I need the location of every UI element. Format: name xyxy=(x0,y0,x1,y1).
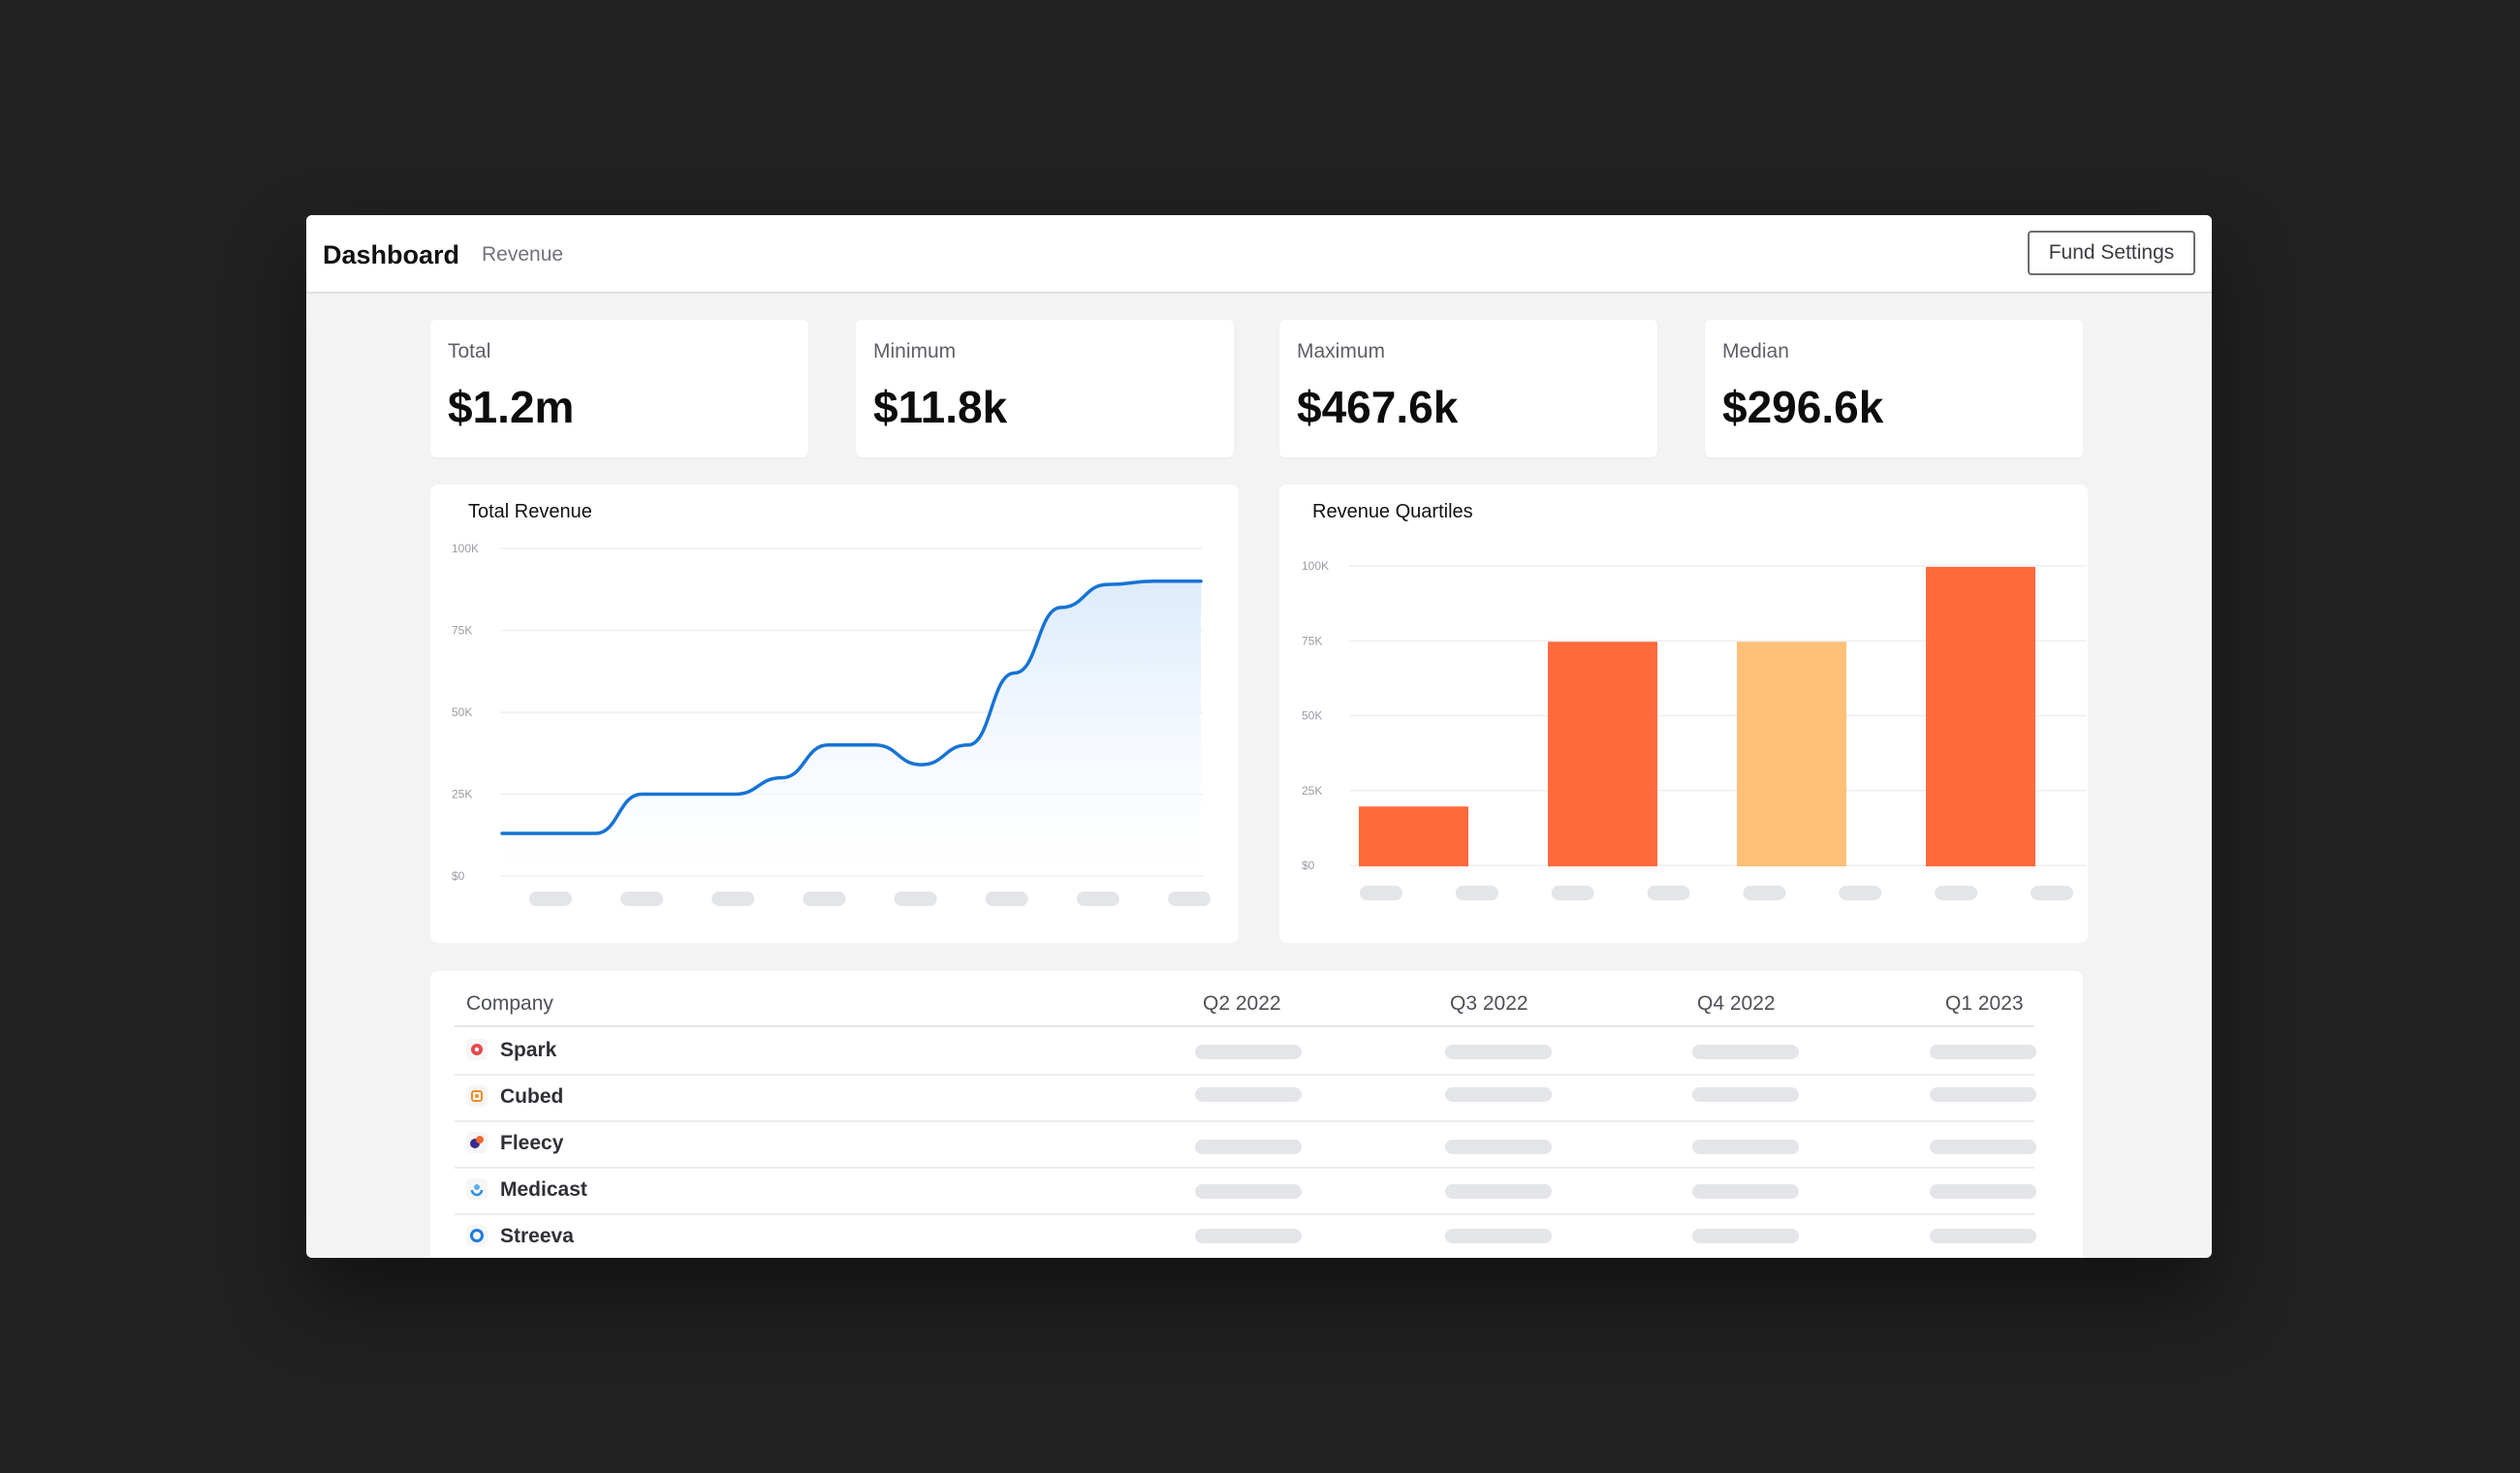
value-placeholder xyxy=(1195,1045,1302,1059)
company-name: Medicast xyxy=(500,1178,587,1201)
company-name: Cubed xyxy=(500,1085,564,1108)
stat-value: $1.2m xyxy=(448,382,575,432)
value-placeholder xyxy=(1445,1229,1552,1243)
column-header-q3-2022[interactable]: Q3 2022 xyxy=(1450,992,1528,1015)
x-tick-placeholder xyxy=(894,892,937,906)
stat-value: $11.8k xyxy=(873,382,1008,432)
value-placeholder xyxy=(1445,1184,1552,1199)
company-table: Company Q2 2022 Q3 2022 Q4 2022 Q1 2023 … xyxy=(430,971,2083,1258)
fleecy-logo-icon xyxy=(466,1132,488,1153)
y-tick-label: 50K xyxy=(1302,709,1322,723)
table-row[interactable]: Medicast xyxy=(455,1167,2036,1215)
stat-label: Median xyxy=(1722,340,1789,362)
table-row[interactable]: Cubed xyxy=(455,1074,2036,1122)
x-tick-placeholder xyxy=(529,892,572,906)
quartile-bar xyxy=(1737,642,1846,866)
stat-value: $467.6k xyxy=(1297,382,1459,432)
value-placeholder xyxy=(1195,1184,1302,1199)
stat-card-total: Total $1.2m xyxy=(430,320,808,457)
total-revenue-chart: 100K 75K 50K 25K $0 xyxy=(452,542,1211,906)
x-tick-placeholder xyxy=(803,892,846,906)
revenue-quartiles-card: Revenue Quartiles 100K 75K 50K 25K $0 xyxy=(1279,485,2088,943)
x-tick-placeholder xyxy=(1076,892,1119,906)
value-placeholder xyxy=(1930,1184,2036,1199)
x-tick-placeholder xyxy=(1743,886,1786,900)
page-title: Dashboard xyxy=(323,240,460,269)
y-tick-label: 75K xyxy=(1302,634,1322,647)
stat-label: Maximum xyxy=(1297,340,1386,362)
y-tick-label: $0 xyxy=(1302,859,1315,872)
y-tick-label: 25K xyxy=(452,788,472,801)
cubed-logo-icon xyxy=(466,1085,488,1107)
revenue-line xyxy=(500,580,1203,835)
chart-title: Revenue Quartiles xyxy=(1312,501,1473,522)
y-tick-label: 25K xyxy=(1302,784,1322,798)
total-revenue-card: Total Revenue 100K 75K 50K 25K $0 xyxy=(430,485,1239,943)
y-tick-label: 75K xyxy=(452,624,472,638)
dashboard-window: Dashboard Revenue Fund Settings Total $1… xyxy=(306,215,2212,1258)
x-tick-placeholder xyxy=(1647,886,1690,900)
stat-label: Minimum xyxy=(873,340,957,362)
column-header-q1-2023[interactable]: Q1 2023 xyxy=(1945,992,2024,1015)
x-tick-placeholder xyxy=(2031,886,2073,900)
value-placeholder xyxy=(1445,1087,1552,1102)
x-tick-placeholder xyxy=(711,892,755,906)
x-tick-placeholder xyxy=(1839,886,1882,900)
quartile-bar xyxy=(1359,806,1468,866)
value-placeholder xyxy=(1445,1045,1552,1059)
table-row[interactable]: Streeva xyxy=(455,1213,2036,1258)
stat-card-minimum: Minimum $11.8k xyxy=(856,320,1234,457)
quartile-bar xyxy=(1548,642,1657,866)
medicast-logo-icon xyxy=(466,1178,488,1200)
x-tick-placeholder xyxy=(985,892,1028,906)
value-placeholder xyxy=(1692,1087,1799,1102)
value-placeholder xyxy=(1195,1229,1302,1243)
area-fill xyxy=(502,580,1201,876)
x-tick-placeholder xyxy=(1360,886,1402,900)
x-tick-placeholder xyxy=(620,892,664,906)
value-placeholder xyxy=(1692,1140,1799,1154)
top-bar: Dashboard Revenue Fund Settings xyxy=(306,215,2212,294)
company-name: Streeva xyxy=(500,1225,574,1247)
column-header-q4-2022[interactable]: Q4 2022 xyxy=(1697,992,1776,1015)
x-tick-placeholder xyxy=(1168,892,1211,906)
y-tick-label: 100K xyxy=(452,542,479,555)
chart-title: Total Revenue xyxy=(468,501,592,522)
stat-value: $296.6k xyxy=(1722,382,1884,432)
table-row[interactable]: Spark xyxy=(455,1027,2036,1076)
stat-card-median: Median $296.6k xyxy=(1705,320,2083,457)
value-placeholder xyxy=(1930,1087,2036,1102)
value-placeholder xyxy=(1195,1087,1302,1102)
x-tick-placeholder xyxy=(1935,886,1978,900)
spark-logo-icon xyxy=(466,1039,488,1060)
quartile-bar xyxy=(1926,567,2035,866)
x-tick-placeholder xyxy=(1551,886,1594,900)
value-placeholder xyxy=(1930,1140,2036,1154)
streeva-logo-icon xyxy=(466,1225,488,1246)
column-header-q2-2022[interactable]: Q2 2022 xyxy=(1203,992,1281,1015)
revenue-quartiles-chart: 100K 75K 50K 25K $0 xyxy=(1302,559,2086,900)
table-row[interactable]: Fleecy xyxy=(455,1120,2036,1169)
value-placeholder xyxy=(1692,1184,1799,1199)
value-placeholder xyxy=(1445,1140,1552,1154)
company-name: Fleecy xyxy=(500,1132,564,1154)
column-header-company[interactable]: Company xyxy=(466,992,553,1015)
company-name: Spark xyxy=(500,1039,557,1061)
stat-card-maximum: Maximum $467.6k xyxy=(1279,320,1657,457)
value-placeholder xyxy=(1930,1045,2036,1059)
value-placeholder xyxy=(1930,1229,2036,1243)
page-subtitle[interactable]: Revenue xyxy=(482,243,564,266)
y-tick-label: 50K xyxy=(452,705,472,719)
fund-settings-button[interactable]: Fund Settings xyxy=(2028,231,2195,275)
value-placeholder xyxy=(1692,1045,1799,1059)
y-tick-label: $0 xyxy=(452,869,465,883)
value-placeholder xyxy=(1692,1229,1799,1243)
table-header: Company Q2 2022 Q3 2022 Q4 2022 Q1 2023 xyxy=(455,971,2034,1027)
value-placeholder xyxy=(1195,1140,1302,1154)
y-tick-label: 100K xyxy=(1302,559,1329,573)
stat-label: Total xyxy=(448,340,491,362)
x-tick-placeholder xyxy=(1455,886,1498,900)
